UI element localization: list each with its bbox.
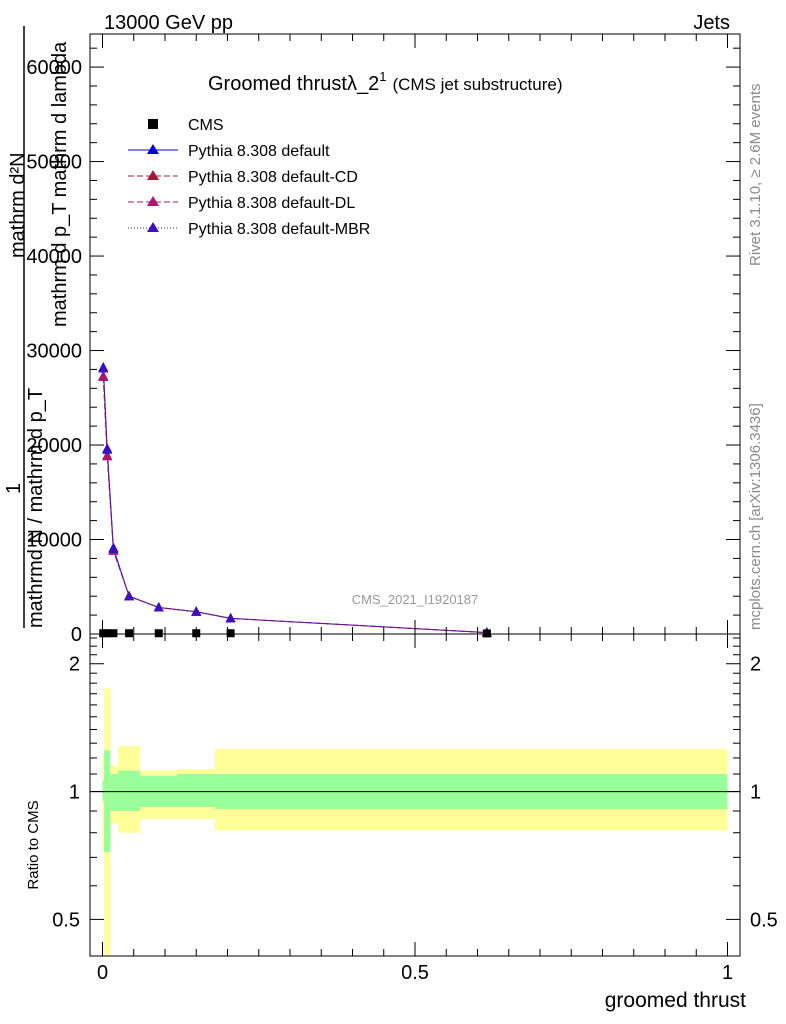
header-right: Jets — [693, 12, 730, 34]
y-axis-label-top: mathrm d²N — [7, 152, 29, 258]
ratio-y-tick-label-right: 1 — [750, 782, 761, 804]
chart-title-main: Groomed thrustλ_2 — [208, 73, 379, 95]
cms-data-point — [109, 629, 118, 638]
ratio-stat-uncertainty-band — [177, 773, 215, 807]
legend-label: Pythia 8.308 default — [188, 143, 330, 160]
legend-label: Pythia 8.308 default-MBR — [188, 221, 370, 238]
chart-subtitle: (CMS jet substructure) — [392, 75, 562, 94]
x-tick-label: 1 — [722, 962, 733, 984]
series-point-4 — [98, 362, 109, 373]
series-point-3 — [98, 371, 109, 381]
legend-marker — [147, 222, 159, 232]
cms-data-point — [125, 629, 134, 638]
cms-data-point — [154, 629, 163, 638]
legend-marker-cms — [148, 119, 158, 129]
y-tick-label: 10000 — [26, 530, 82, 552]
y-tick-label: 20000 — [26, 435, 82, 457]
ratio-stat-uncertainty-band — [104, 750, 111, 853]
ratio-y-tick-label: 1 — [69, 782, 80, 804]
ratio-stat-uncertainty-band — [110, 773, 119, 812]
main-series-layer — [98, 362, 492, 638]
legend-marker — [147, 196, 159, 206]
y-axis-label-left-top: 1 — [3, 483, 25, 494]
ratio-tick-layer: 0.5 0.5 1 1 2 2 0 0.5 1 — [52, 634, 778, 984]
ratio-y-axis-label: Ratio to CMS — [25, 800, 42, 889]
cms-data-point — [482, 629, 491, 638]
legend-label: Pythia 8.308 default-DL — [188, 195, 355, 212]
cms-data-point — [226, 629, 235, 638]
legend-label: CMS — [188, 117, 224, 134]
y-tick-label: 60000 — [26, 57, 82, 79]
watermark: CMS_2021_I1920187 — [352, 592, 479, 607]
y-tick-label: 30000 — [26, 341, 82, 363]
chart-title: Groomed thrustλ_21 (CMS jet substructure) — [208, 69, 562, 95]
legend-marker — [147, 144, 159, 154]
series-line-4 — [102, 368, 487, 634]
x-axis-label: groomed thrust — [605, 989, 746, 1012]
legend: CMS Pythia 8.308 default Pythia 8.308 defa… — [128, 117, 370, 238]
side-label-rivet: Rivet 3.1.10, ≥ 2.6M events — [747, 84, 764, 267]
y-tick-label: 0 — [71, 624, 82, 646]
y-tick-label: 50000 — [26, 152, 82, 174]
x-tick-label: 0 — [97, 962, 108, 984]
series-point-4 — [191, 606, 202, 616]
legend-label: Pythia 8.308 default-CD — [188, 169, 358, 186]
side-label-mcplots: mcplots.cern.ch [arXiv:1306.3436] — [747, 403, 764, 630]
chart-title-sup: 1 — [379, 69, 386, 84]
series-point-4 — [102, 444, 113, 454]
y-tick-label: 40000 — [26, 246, 82, 268]
ratio-total-uncertainty-band — [102, 754, 105, 853]
main-plot: 0 10000 20000 30000 40000 50000 60000 — [26, 33, 741, 646]
series-point-4 — [153, 602, 164, 612]
main-tick-layer: 0 10000 20000 30000 40000 50000 60000 — [26, 34, 740, 646]
ratio-plot: 0.5 0.5 1 1 2 2 0 0.5 1 — [52, 633, 778, 984]
legend-marker — [147, 170, 159, 180]
series-point-4 — [225, 612, 236, 623]
cms-data-point — [103, 629, 112, 638]
ratio-stat-uncertainty-band — [118, 770, 140, 812]
ratio-y-tick-label: 2 — [69, 654, 80, 676]
series-point-4 — [108, 543, 119, 553]
ratio-y-tick-label-right: 0.5 — [750, 909, 778, 931]
y-axis-label-left-bottom: mathrmd N / mathrm d p_T — [25, 388, 47, 628]
ratio-y-tick-label: 0.5 — [52, 909, 80, 931]
series-point-4 — [124, 590, 135, 601]
x-tick-label: 0.5 — [401, 962, 429, 984]
header-left: 13000 GeV pp — [104, 12, 233, 34]
ratio-stat-uncertainty-band — [102, 780, 105, 802]
ratio-y-tick-label-right: 2 — [750, 654, 761, 676]
ratio-band-layer — [102, 688, 728, 956]
y-axis-label-bottom: mathrm d p_T mathrm d lambda — [49, 41, 71, 327]
